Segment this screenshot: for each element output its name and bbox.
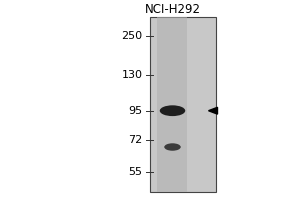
Text: 95: 95 — [128, 106, 142, 116]
Text: 250: 250 — [122, 31, 142, 41]
Text: 55: 55 — [128, 167, 142, 177]
Text: 72: 72 — [128, 135, 142, 145]
Ellipse shape — [160, 105, 185, 116]
Bar — [150, 17, 216, 192]
Bar — [158, 17, 188, 192]
Text: 130: 130 — [122, 70, 142, 80]
Polygon shape — [208, 107, 217, 114]
Ellipse shape — [164, 143, 181, 151]
Text: NCI-H292: NCI-H292 — [145, 3, 200, 16]
